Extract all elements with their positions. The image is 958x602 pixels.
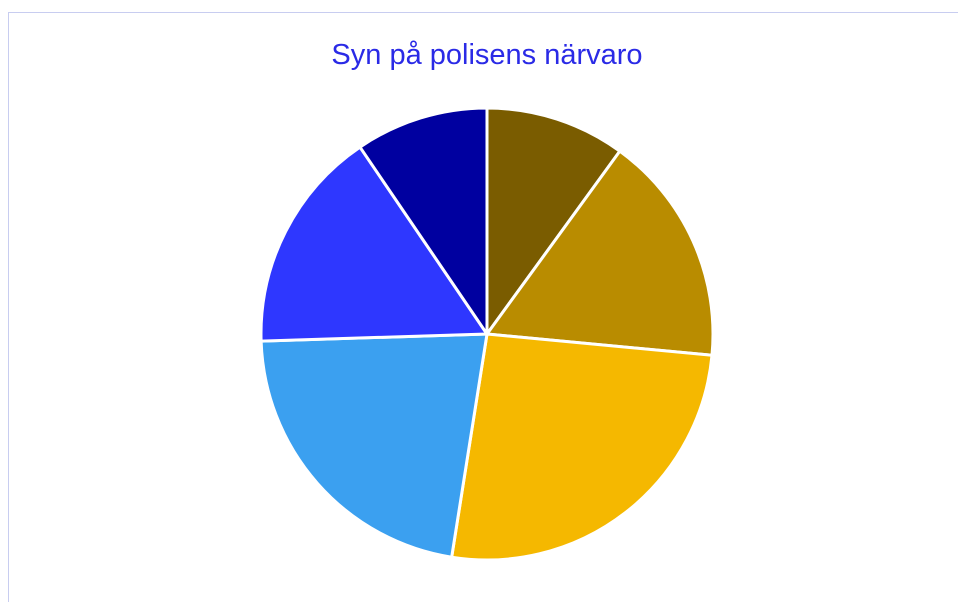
pie-slice bbox=[485, 106, 622, 336]
pie-slice bbox=[485, 149, 715, 357]
pie-slice bbox=[259, 145, 489, 343]
chart-frame bbox=[8, 12, 958, 602]
pie-slice bbox=[450, 332, 714, 562]
pie-slice bbox=[358, 106, 489, 336]
chart-title: Syn på polisens närvaro bbox=[331, 39, 642, 71]
chart: Syn på polisens närvaro bbox=[259, 39, 715, 562]
pie-slice bbox=[259, 332, 489, 559]
